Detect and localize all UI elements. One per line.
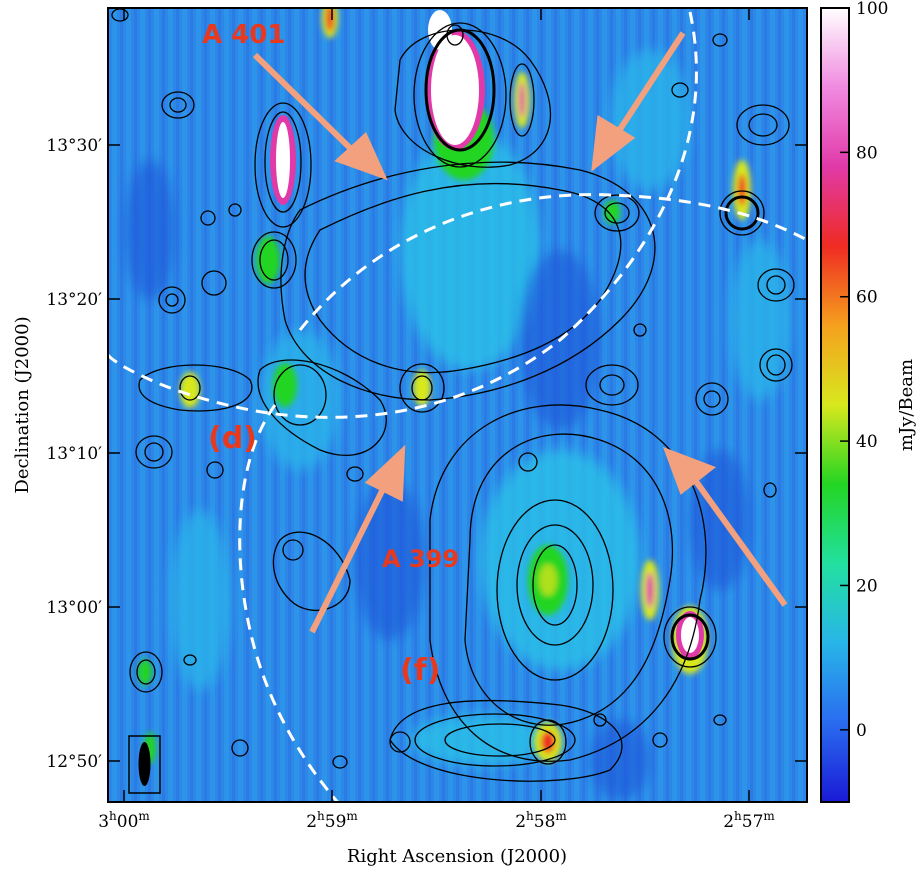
colorbar-tick-label: 40 bbox=[856, 432, 878, 452]
y-tick-label: 13°20′ bbox=[46, 290, 102, 310]
colorbar: 0 20 40 60 80 100 mJy/Beam bbox=[820, 0, 917, 803]
region-label-f: (f) bbox=[400, 653, 440, 688]
y-tick-label: 13°30′ bbox=[46, 136, 102, 156]
y-axis-label: Declination (J2000) bbox=[12, 316, 33, 493]
region-label-d: (d) bbox=[208, 421, 257, 456]
y-axis: 13°30′ 13°20′ 13°10′ 13°00′ 12°50′ Decli… bbox=[12, 136, 807, 772]
colorbar-label: mJy/Beam bbox=[896, 359, 917, 451]
colorbar-tick-label: 60 bbox=[856, 288, 878, 308]
region-boundaries bbox=[108, 11, 807, 802]
x-axis: 3h00m 2h59m 2h58m 2h57m Right Ascension … bbox=[98, 8, 775, 867]
contours bbox=[111, 8, 795, 782]
beam-indicator bbox=[128, 735, 161, 794]
colorbar-tick-label: 20 bbox=[856, 576, 878, 596]
x-tick-label: 2h59m bbox=[306, 809, 358, 832]
annotation-arrows bbox=[252, 31, 788, 634]
cluster-label-a401: A 401 bbox=[202, 20, 285, 50]
x-tick-label: 3h00m bbox=[98, 809, 150, 832]
x-tick-label: 2h57m bbox=[723, 809, 775, 832]
map-image: A 401 A 399 (d) (f) bbox=[108, 8, 807, 802]
colorbar-tick-label: 0 bbox=[856, 721, 867, 741]
colorbar-tick-label: 100 bbox=[856, 0, 888, 19]
x-tick-label: 2h58m bbox=[515, 809, 567, 832]
x-axis-label: Right Ascension (J2000) bbox=[347, 846, 567, 867]
colorbar-gradient bbox=[821, 8, 849, 802]
colorbar-tick-label: 80 bbox=[856, 143, 878, 163]
plot-frame bbox=[107, 7, 808, 803]
y-tick-label: 12°50′ bbox=[46, 752, 102, 772]
y-tick-label: 13°10′ bbox=[46, 444, 102, 464]
cluster-label-a399: A 399 bbox=[382, 545, 459, 573]
y-tick-label: 13°00′ bbox=[46, 598, 102, 618]
